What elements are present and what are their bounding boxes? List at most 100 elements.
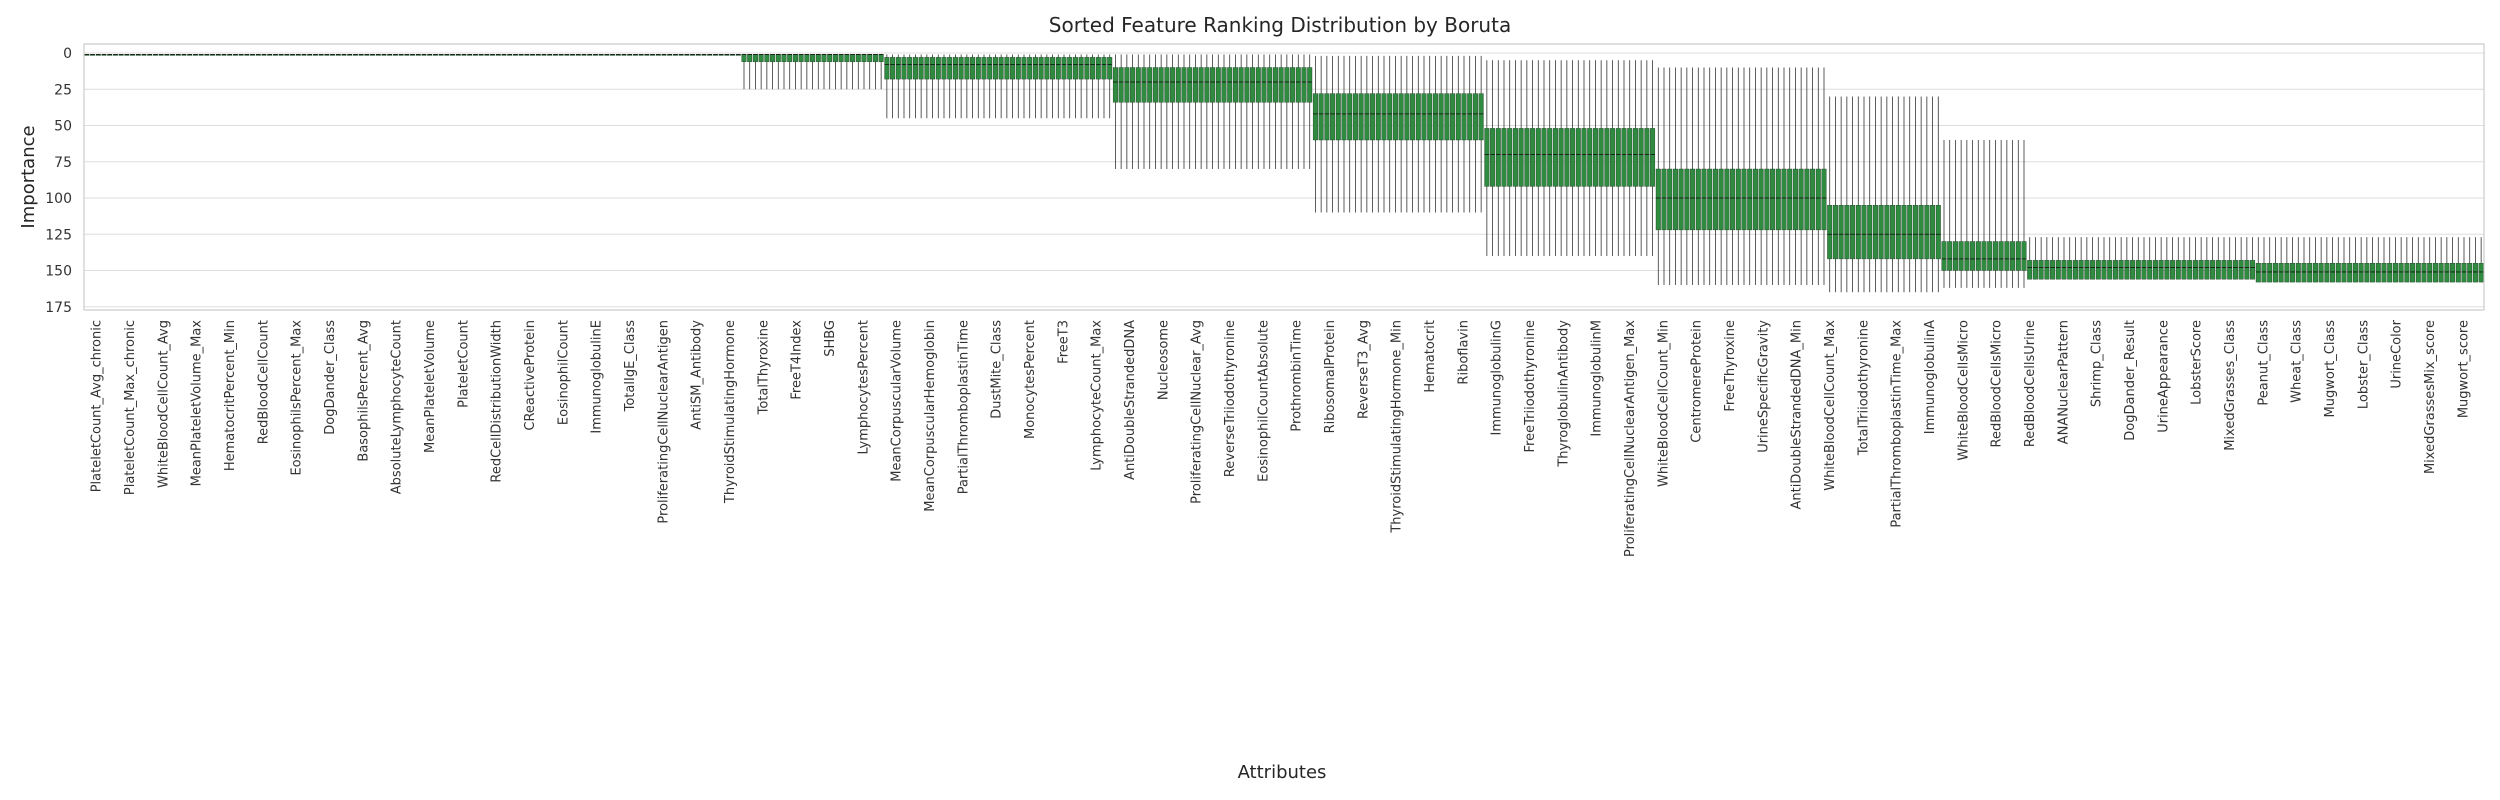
x-tick-label: RedBloodCellCount xyxy=(256,320,271,444)
x-tick-label: WhiteBloodCellCount_Max xyxy=(1823,320,1838,491)
box-rect xyxy=(2364,263,2370,283)
box-rect xyxy=(855,54,861,62)
box-rect xyxy=(2381,263,2387,283)
box-rect xyxy=(827,54,833,62)
box-rect xyxy=(1198,67,1204,103)
x-tick-label: SHBG xyxy=(823,320,838,357)
x-tick-label: HematocritPercent_Min xyxy=(223,320,238,471)
box-rect xyxy=(1232,67,1238,103)
box-rect xyxy=(1170,67,1176,103)
box-rect xyxy=(1958,241,1964,271)
box-rect xyxy=(998,57,1004,80)
box-rect xyxy=(1095,57,1101,80)
box-rect xyxy=(1438,93,1444,141)
box-rect xyxy=(2370,263,2376,283)
box-rect xyxy=(2141,260,2147,280)
box-rect xyxy=(1124,67,1130,103)
x-tick-label: MeanCorpuscularVolume xyxy=(890,320,905,482)
y-axis-ticks: 0 25 50 75 100 125 150 175 xyxy=(45,46,72,316)
box-rect xyxy=(2032,260,2038,280)
box-rect xyxy=(1912,205,1918,260)
x-tick-label: Hematocrit xyxy=(1423,320,1438,393)
x-tick-label: TotalTriiodothyronine xyxy=(1856,320,1871,456)
box-rect xyxy=(2010,241,2016,271)
x-tick-label: MixedGrassesMix_score xyxy=(2423,320,2438,474)
box-rect xyxy=(1227,67,1233,103)
box-rect xyxy=(1632,128,1638,187)
box-rect xyxy=(2432,263,2438,283)
x-tick-label: ThyroidStimulatingHormone xyxy=(723,320,738,504)
box-rect xyxy=(2147,260,2153,280)
box-rect xyxy=(1427,93,1433,141)
y-axis-title: Importance xyxy=(18,125,39,228)
box-rect xyxy=(2404,263,2410,283)
box-rect xyxy=(1552,128,1558,187)
box-rect xyxy=(2421,263,2427,283)
box-rect xyxy=(1484,128,1490,187)
box-rect xyxy=(741,54,747,62)
box-rect xyxy=(2078,260,2084,280)
box-rect xyxy=(1855,205,1861,260)
box-rect xyxy=(2450,263,2456,283)
box-rect xyxy=(2358,263,2364,283)
box-rect xyxy=(1370,93,1376,141)
x-tick-label: ReverseTriiodothyronine xyxy=(1223,320,1238,477)
box-rect xyxy=(941,57,947,80)
box-rect xyxy=(1027,57,1033,80)
box-rect xyxy=(2261,263,2267,283)
box-rect xyxy=(1301,67,1307,103)
box-rect xyxy=(2227,260,2233,280)
box-rect xyxy=(2427,263,2433,283)
box-rect xyxy=(1015,57,1021,80)
box-rect xyxy=(1730,168,1736,231)
box-rect xyxy=(1992,241,1998,271)
box-rect xyxy=(2250,260,2256,280)
x-tick-label: ImmunoglobulinM xyxy=(1590,320,1605,437)
box-rect xyxy=(1518,128,1524,187)
box-rect xyxy=(1135,67,1141,103)
box-rect xyxy=(1890,205,1896,260)
box-rect xyxy=(912,57,918,80)
x-tick-label: TotalThyroxine xyxy=(756,320,771,415)
x-tick-label: UrineColor xyxy=(2390,319,2405,388)
box-rect xyxy=(2021,241,2027,271)
box-rect xyxy=(2387,263,2393,283)
box-rect xyxy=(975,57,981,80)
box-rect xyxy=(2095,260,2101,280)
box-rect xyxy=(1650,128,1656,187)
box-rect xyxy=(1078,57,1084,80)
x-tick-label: ImmunoglobulinE xyxy=(590,320,605,434)
box-rect xyxy=(781,54,787,62)
box-rect xyxy=(2187,260,2193,280)
box-rect xyxy=(2050,260,2056,280)
box-rect xyxy=(1461,93,1467,141)
box-rect xyxy=(1867,205,1873,260)
box-rect xyxy=(792,54,798,62)
box-rect xyxy=(1592,128,1598,187)
y-tick-label: 0 xyxy=(63,46,72,62)
box-rect xyxy=(1775,168,1781,231)
box-rect xyxy=(1627,128,1633,187)
box-rect xyxy=(895,57,901,80)
box-rect xyxy=(1255,67,1261,103)
x-tick-label: CentromereProtein xyxy=(1690,320,1705,443)
box-rect xyxy=(844,54,850,62)
y-tick-label: 75 xyxy=(54,155,72,171)
box-rect xyxy=(1804,168,1810,231)
box-rect xyxy=(2164,260,2170,280)
box-rect xyxy=(1061,57,1067,80)
x-tick-label: Riboflavin xyxy=(1456,320,1471,385)
box-rect xyxy=(1215,67,1221,103)
box-rect xyxy=(758,54,764,62)
box-rect xyxy=(1238,67,1244,103)
box-rect xyxy=(1621,128,1627,187)
y-tick-label: 25 xyxy=(54,82,72,98)
box-rect xyxy=(1381,93,1387,141)
box-rect xyxy=(1490,128,1496,187)
box-rect xyxy=(1210,67,1216,103)
box-rect xyxy=(1250,67,1256,103)
box-rect xyxy=(2467,263,2473,283)
y-tick-label: 175 xyxy=(45,300,72,316)
x-axis-title: Attributes xyxy=(1238,762,1327,783)
